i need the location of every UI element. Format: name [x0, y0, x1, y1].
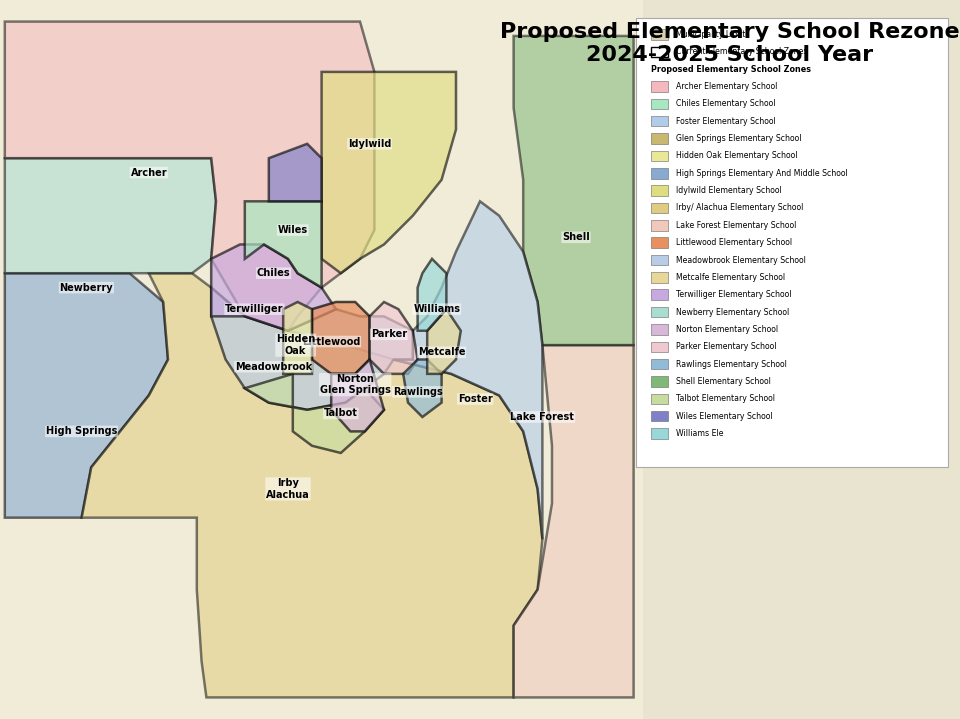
Bar — [651, 134, 668, 144]
Text: Foster: Foster — [458, 394, 492, 404]
Bar — [651, 29, 668, 40]
Bar — [651, 342, 668, 352]
Bar — [651, 376, 668, 387]
Polygon shape — [5, 158, 216, 273]
Text: Proposed Elementary School Zones: Proposed Elementary School Zones — [651, 65, 811, 74]
Polygon shape — [245, 374, 384, 453]
Polygon shape — [403, 360, 442, 417]
Text: Williams Ele: Williams Ele — [676, 429, 723, 438]
Polygon shape — [331, 360, 384, 431]
Text: Talbot Elementary School: Talbot Elementary School — [676, 394, 775, 403]
Text: Wiles Elementary School: Wiles Elementary School — [676, 411, 773, 421]
Bar — [651, 411, 668, 421]
Polygon shape — [418, 259, 446, 331]
Bar — [651, 273, 668, 283]
Polygon shape — [370, 302, 418, 374]
Text: Archer: Archer — [131, 168, 167, 178]
Text: Williams: Williams — [414, 304, 460, 314]
Bar — [651, 186, 668, 196]
Bar — [651, 81, 668, 92]
Polygon shape — [269, 144, 322, 201]
Bar — [651, 237, 668, 248]
Text: Shell: Shell — [563, 232, 589, 242]
Text: Glen Springs Elementary School: Glen Springs Elementary School — [676, 134, 802, 143]
Text: High Springs: High Springs — [46, 426, 117, 436]
Text: Chiles Elementary School: Chiles Elementary School — [676, 99, 776, 109]
Text: Rawlings Elementary School: Rawlings Elementary School — [676, 360, 786, 369]
Text: Hidden Oak Elementary School: Hidden Oak Elementary School — [676, 152, 798, 160]
Bar — [651, 429, 668, 439]
Polygon shape — [283, 302, 312, 374]
Text: Parker Elementary School: Parker Elementary School — [676, 342, 777, 351]
Text: Municipality Limits: Municipality Limits — [676, 30, 750, 39]
Text: Rawlings: Rawlings — [393, 387, 443, 397]
Bar — [651, 151, 668, 161]
Text: Hidden
Oak: Hidden Oak — [276, 334, 315, 356]
Text: Foster Elementary School: Foster Elementary School — [676, 116, 776, 126]
Text: Irby
Alachua: Irby Alachua — [266, 478, 310, 500]
Text: Idylwild Elementary School: Idylwild Elementary School — [676, 186, 781, 195]
Text: High Springs Elementary And Middle School: High Springs Elementary And Middle Schoo… — [676, 169, 848, 178]
Polygon shape — [322, 72, 456, 273]
Text: Proposed Elementary School Rezone
2024-2025 School Year: Proposed Elementary School Rezone 2024-2… — [500, 22, 959, 65]
Polygon shape — [211, 288, 413, 410]
Polygon shape — [514, 36, 634, 345]
Text: Meadowbrook: Meadowbrook — [235, 362, 312, 372]
Bar — [651, 393, 668, 404]
Bar — [651, 359, 668, 370]
Bar — [651, 290, 668, 300]
Text: Newberry Elementary School: Newberry Elementary School — [676, 308, 789, 316]
Text: Shell Elementary School: Shell Elementary School — [676, 377, 771, 386]
Text: Norton Elementary School: Norton Elementary School — [676, 325, 778, 334]
Text: Lake Forest Elementary School: Lake Forest Elementary School — [676, 221, 796, 230]
Bar — [651, 324, 668, 334]
Text: Littlewood: Littlewood — [302, 336, 360, 347]
Polygon shape — [245, 201, 322, 288]
Polygon shape — [312, 302, 370, 374]
Text: Chiles: Chiles — [256, 268, 291, 278]
Text: Terwilliger Elementary School: Terwilliger Elementary School — [676, 290, 791, 299]
Text: Archer Elementary School: Archer Elementary School — [676, 82, 778, 91]
Text: Wiles: Wiles — [277, 225, 308, 235]
Bar — [643, 0, 960, 719]
Polygon shape — [82, 273, 542, 697]
Polygon shape — [5, 22, 374, 331]
Bar — [651, 116, 668, 127]
Bar — [651, 203, 668, 214]
Text: Newberry: Newberry — [60, 283, 113, 293]
Text: Metcalfe Elementary School: Metcalfe Elementary School — [676, 273, 785, 282]
Polygon shape — [514, 345, 634, 697]
Bar — [651, 220, 668, 231]
Text: Idylwild: Idylwild — [348, 139, 392, 149]
Bar — [651, 307, 668, 317]
FancyBboxPatch shape — [636, 18, 948, 467]
Text: Metcalfe: Metcalfe — [418, 347, 466, 357]
Text: Current Elementary School Zones: Current Elementary School Zones — [676, 47, 807, 56]
Text: Littlewood Elementary School: Littlewood Elementary School — [676, 238, 792, 247]
Polygon shape — [211, 244, 336, 331]
Text: Lake Forest: Lake Forest — [511, 412, 574, 422]
Text: Terwilliger: Terwilliger — [226, 304, 283, 314]
Bar — [0, 0, 643, 719]
Polygon shape — [5, 273, 168, 518]
Text: Parker: Parker — [371, 329, 407, 339]
Polygon shape — [427, 309, 461, 374]
Bar — [651, 255, 668, 265]
Text: Norton
Glen Springs: Norton Glen Springs — [320, 374, 391, 395]
Bar — [651, 168, 668, 178]
Bar — [651, 47, 668, 57]
Polygon shape — [394, 201, 542, 539]
Text: Irby/ Alachua Elementary School: Irby/ Alachua Elementary School — [676, 203, 804, 213]
Text: Meadowbrook Elementary School: Meadowbrook Elementary School — [676, 255, 805, 265]
Bar — [651, 99, 668, 109]
Text: Talbot: Talbot — [324, 408, 358, 418]
